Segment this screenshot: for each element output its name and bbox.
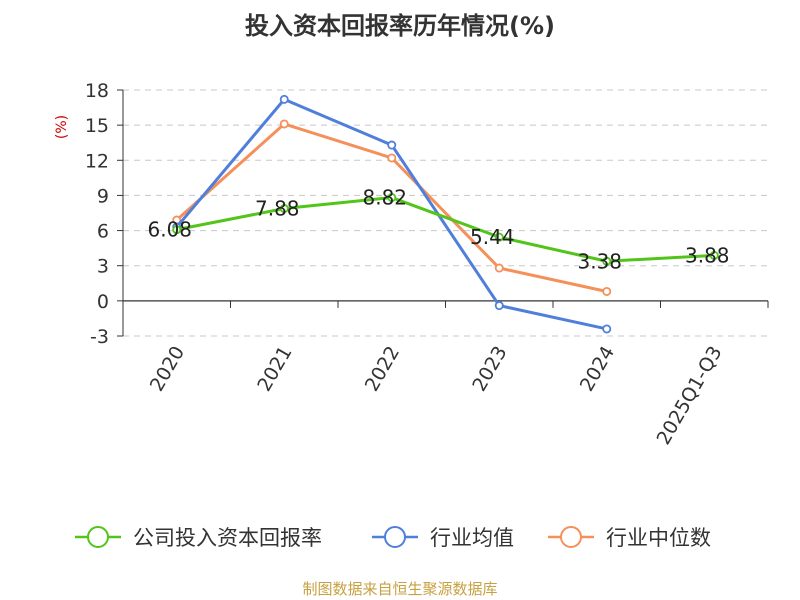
legend-label: 行业均值 [430,526,514,550]
axes [117,89,769,337]
data-point [494,301,504,311]
data-source-note: 制图数据来自恒生聚源数据库 [302,580,498,598]
x-tick-label: 2022 [361,342,404,395]
data-labels: 6.08 7.88 8.82 5.44 3.38 3.88 [147,186,729,274]
legend-item: 公司投入资本回报率 [75,526,322,550]
y-tick-label: 3 [97,256,109,278]
series-line [175,97,608,331]
series-lines [172,94,719,334]
data-point [279,94,289,104]
data-point [279,119,289,129]
legend: 公司投入资本回报率 行业均值 行业中位数 [75,526,711,550]
legend-item: 行业中位数 [548,526,711,550]
data-label: 6.08 [147,218,192,242]
x-tick-labels: 2020 2021 2022 2023 2024 2025Q1-Q3 [146,342,727,448]
data-label: 7.88 [255,197,300,221]
y-axis-label: (%) [54,115,70,139]
x-tick-label: 2024 [576,342,619,395]
data-point [494,232,504,242]
data-point [494,263,504,273]
series-line [176,196,715,263]
data-point [279,204,289,214]
y-tick-labels: -3 0 3 6 9 12 15 18 [85,80,109,348]
y-tick-label: 0 [97,291,109,313]
data-label: 3.38 [577,249,622,273]
data-point [602,256,612,266]
y-tick-label: 18 [85,80,109,102]
data-label: 8.82 [362,186,407,210]
legend-label: 公司投入资本回报率 [133,526,322,550]
legend-item: 行业均值 [372,526,514,550]
data-point [172,225,182,235]
y-tick-label: 15 [85,115,109,137]
data-point [709,250,719,260]
legend-marker [384,526,406,548]
grid-lines [123,89,768,337]
line-chart: -3 0 3 6 9 12 15 18 2020 2021 2022 2023 2024 2025Q1-… [54,80,769,550]
y-tick-label: 9 [97,185,109,207]
data-point [387,140,397,150]
legend-label: 行业中位数 [606,526,711,550]
legend-marker [87,526,109,548]
y-tick-label: 6 [97,221,109,243]
x-tick-label: 2023 [468,342,511,395]
data-label: 3.88 [685,243,730,267]
x-tick-label: 2021 [253,342,296,395]
x-tick-label: 2025Q1-Q3 [653,342,727,448]
data-point [387,193,397,203]
data-point [602,286,612,296]
data-point [602,324,612,334]
legend-marker [560,526,582,548]
data-point [387,153,397,163]
y-tick-label: -3 [90,326,109,348]
chart-title: 投入资本回报率历年情况(%) [245,12,555,40]
x-tick-label: 2020 [146,342,189,395]
y-tick-label: 12 [85,150,109,172]
data-label: 5.44 [470,225,515,249]
